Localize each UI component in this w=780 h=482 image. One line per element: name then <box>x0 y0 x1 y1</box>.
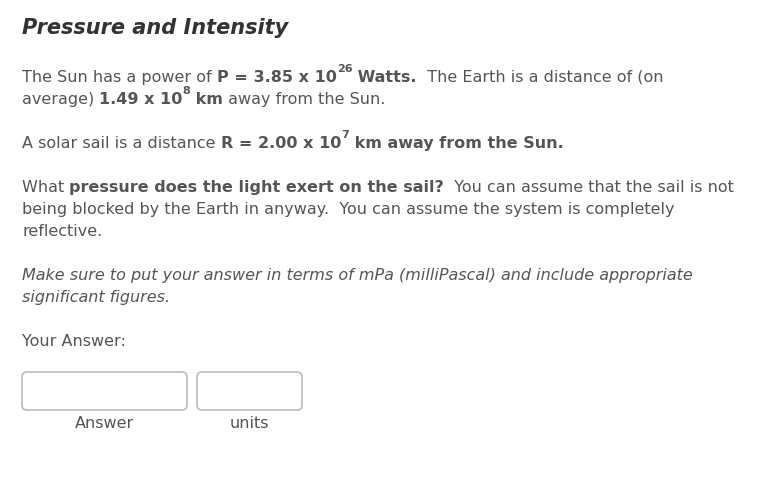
Text: 1.49 x 10: 1.49 x 10 <box>99 92 183 107</box>
Text: You can assume that the sail is not: You can assume that the sail is not <box>444 180 734 195</box>
Text: pressure does the light exert on the sail?: pressure does the light exert on the sai… <box>69 180 444 195</box>
Text: km: km <box>190 92 223 107</box>
Text: The Sun has a power of: The Sun has a power of <box>22 70 217 85</box>
Text: The Earth is a distance of (on: The Earth is a distance of (on <box>417 70 663 85</box>
Text: Pressure and Intensity: Pressure and Intensity <box>22 18 289 38</box>
Text: km away from the Sun.: km away from the Sun. <box>349 136 563 151</box>
FancyBboxPatch shape <box>197 372 302 410</box>
Text: significant figures.: significant figures. <box>22 290 170 305</box>
Text: 7: 7 <box>341 131 349 140</box>
FancyBboxPatch shape <box>22 372 187 410</box>
Text: average): average) <box>22 92 99 107</box>
Text: 26: 26 <box>337 65 353 75</box>
Text: reflective.: reflective. <box>22 224 102 239</box>
Text: Answer: Answer <box>75 416 134 431</box>
Text: P = 3.85 x 10: P = 3.85 x 10 <box>217 70 337 85</box>
Text: Your Answer:: Your Answer: <box>22 334 126 349</box>
Text: Watts.: Watts. <box>353 70 417 85</box>
Text: being blocked by the Earth in anyway.  You can assume the system is completely: being blocked by the Earth in anyway. Yo… <box>22 202 675 217</box>
Text: R = 2.00 x 10: R = 2.00 x 10 <box>221 136 341 151</box>
Text: units: units <box>230 416 269 431</box>
Text: Make sure to put your answer in terms of mPa (milliPascal) and include appropria: Make sure to put your answer in terms of… <box>22 268 693 283</box>
Text: 8: 8 <box>183 86 190 96</box>
Text: away from the Sun.: away from the Sun. <box>223 92 386 107</box>
Text: What: What <box>22 180 69 195</box>
Text: A solar sail is a distance: A solar sail is a distance <box>22 136 221 151</box>
